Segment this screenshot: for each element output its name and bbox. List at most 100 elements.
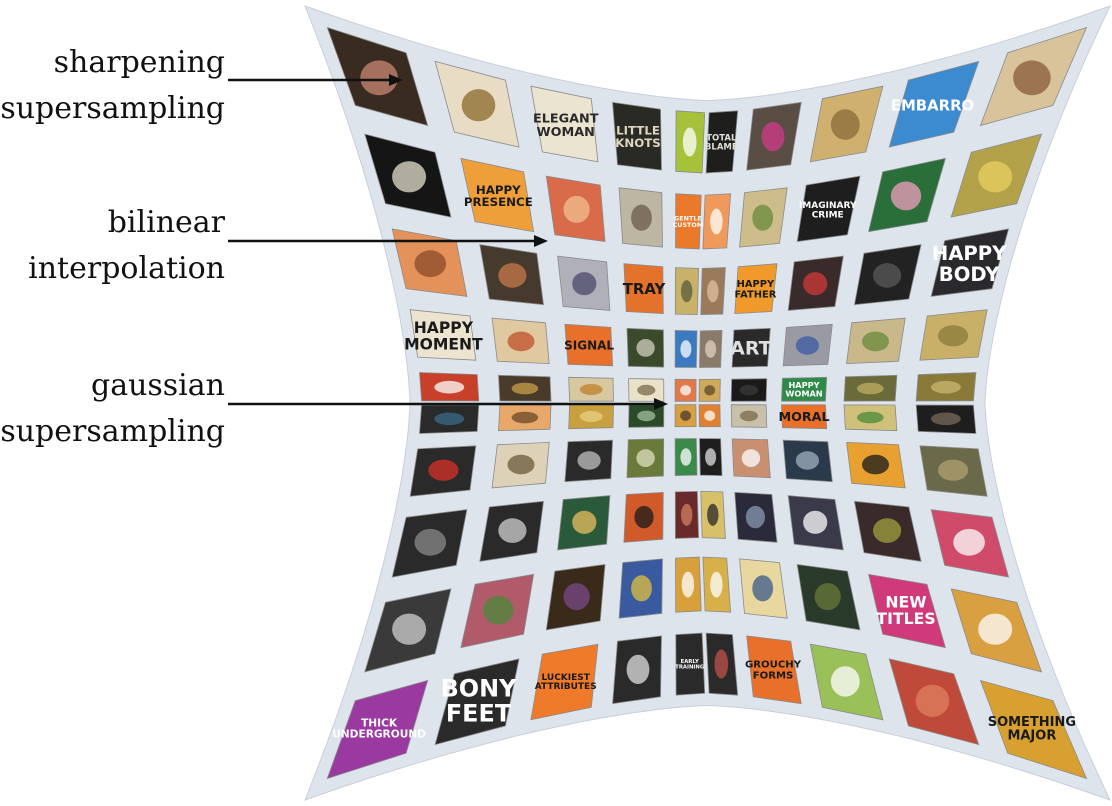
tile-face xyxy=(888,60,980,148)
tile-text: BONY xyxy=(441,675,518,703)
tile: EMBARRO xyxy=(888,60,980,148)
tile xyxy=(787,255,844,311)
tile-artwork xyxy=(752,204,774,231)
tile xyxy=(564,439,614,483)
tile xyxy=(854,500,922,562)
tile-artwork xyxy=(741,449,761,467)
tile-face xyxy=(623,263,664,315)
tile xyxy=(809,643,884,721)
tile xyxy=(675,556,702,613)
tile xyxy=(326,26,429,127)
tile xyxy=(854,244,922,306)
tile xyxy=(498,404,552,432)
tile-face xyxy=(675,193,702,250)
tile-text: SOMETHING xyxy=(988,715,1076,730)
tile-face xyxy=(734,263,778,315)
tile xyxy=(702,556,732,613)
tile-artwork xyxy=(681,571,695,598)
tile xyxy=(674,378,697,402)
tile-artwork xyxy=(978,613,1013,645)
tile-artwork xyxy=(428,459,459,481)
tile-artwork xyxy=(857,411,884,424)
tile: SIGNAL xyxy=(564,323,614,367)
tile-text: SIGNAL xyxy=(564,339,614,353)
tile-text: FEET xyxy=(446,700,512,728)
tile-artwork xyxy=(890,181,922,211)
tile-artwork xyxy=(579,384,603,395)
tile-artwork xyxy=(498,263,527,288)
tile xyxy=(888,658,980,746)
tile-artwork xyxy=(873,263,902,288)
annotation-line: sharpening xyxy=(53,45,225,80)
tile xyxy=(700,490,726,539)
tile-artwork xyxy=(507,454,535,475)
tile-artwork xyxy=(705,448,717,466)
tile xyxy=(809,85,884,163)
tile-artwork xyxy=(873,518,902,543)
tile-artwork xyxy=(563,583,590,611)
tile-artwork xyxy=(803,510,828,534)
tile xyxy=(787,495,844,551)
tile-face xyxy=(612,101,662,171)
tile-artwork xyxy=(631,575,652,602)
tile xyxy=(674,329,698,368)
tile xyxy=(699,329,723,368)
tile xyxy=(628,404,665,428)
tile-artwork xyxy=(680,448,692,466)
tile-artwork xyxy=(830,666,860,697)
tile xyxy=(705,632,739,696)
tile-artwork xyxy=(857,382,884,395)
tile xyxy=(930,509,1010,578)
tile-face xyxy=(460,157,535,233)
tile xyxy=(702,193,732,250)
tile xyxy=(699,438,723,477)
annotation-line: supersampling xyxy=(0,91,225,126)
tile xyxy=(460,573,535,649)
tile-artwork xyxy=(634,505,654,529)
tile xyxy=(623,491,664,543)
annotation-line: supersampling xyxy=(0,414,225,449)
tile-artwork xyxy=(511,411,539,424)
tile-artwork xyxy=(577,451,601,470)
annotation-gaussian-supersampling: gaussian supersampling xyxy=(0,363,225,455)
tile-artwork xyxy=(507,331,535,352)
tile-artwork xyxy=(915,684,950,717)
tile-face xyxy=(796,175,861,242)
tile-text: UNDERGROUND xyxy=(332,729,426,741)
tile-artwork xyxy=(862,454,889,475)
tile xyxy=(734,491,778,543)
tile xyxy=(419,372,480,402)
tile-artwork xyxy=(392,613,427,645)
tile-text: ART xyxy=(730,338,771,360)
tile xyxy=(700,267,726,316)
tile: ART xyxy=(730,327,772,368)
tile-artwork xyxy=(680,340,692,358)
tile-text: TITLES xyxy=(876,609,935,628)
tile xyxy=(491,441,550,489)
tile-text: HAPPY xyxy=(414,319,474,337)
tile xyxy=(491,317,550,365)
tile-text: ATTRIBUTES xyxy=(535,682,597,692)
tile-face xyxy=(781,376,828,402)
tile-text: WOMAN xyxy=(537,125,595,140)
tile xyxy=(950,588,1043,673)
tile-artwork xyxy=(1013,60,1051,96)
tile xyxy=(868,157,946,233)
tile-artwork xyxy=(434,380,465,394)
leader-arrowhead-gaussian xyxy=(654,398,668,410)
tile-artwork xyxy=(830,109,860,140)
tile-text: FATHER xyxy=(734,290,776,301)
tile-artwork xyxy=(680,385,691,396)
tile-text: MOMENT xyxy=(404,335,483,353)
tile xyxy=(796,564,861,631)
tile-artwork xyxy=(745,505,766,529)
tile xyxy=(364,588,452,673)
